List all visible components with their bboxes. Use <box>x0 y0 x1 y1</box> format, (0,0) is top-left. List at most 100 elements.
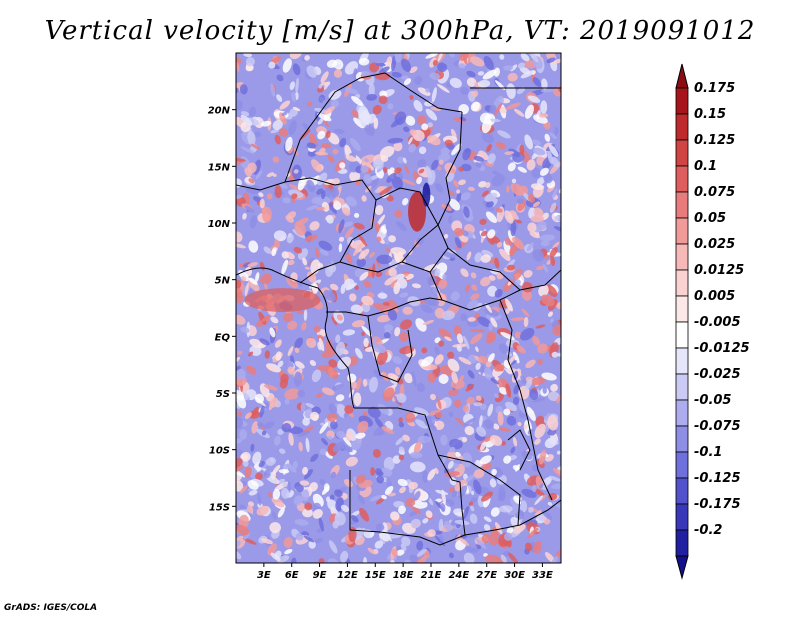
velocity-cell <box>297 389 306 398</box>
velocity-cell <box>495 207 503 213</box>
velocity-cell <box>327 154 335 163</box>
velocity-cell <box>237 411 243 417</box>
velocity-cell <box>418 168 425 174</box>
velocity-cell <box>413 440 422 456</box>
velocity-cell <box>356 257 367 268</box>
velocity-cell <box>547 415 559 431</box>
velocity-cell <box>434 307 445 319</box>
velocity-cell <box>542 386 547 394</box>
velocity-cell <box>255 170 263 180</box>
velocity-cell <box>254 393 264 404</box>
velocity-cell <box>321 438 329 446</box>
velocity-cell <box>539 449 547 465</box>
velocity-cell <box>491 468 497 476</box>
velocity-cell <box>456 333 464 344</box>
lon-tick-label: 21E <box>421 570 442 581</box>
colorbar-label: -0.125 <box>694 471 741 486</box>
velocity-cell <box>260 273 272 285</box>
velocity-cell <box>396 549 405 556</box>
velocity-cell <box>330 471 337 479</box>
velocity-cell <box>399 346 415 355</box>
velocity-cell <box>513 268 523 281</box>
velocity-cell <box>368 268 372 279</box>
velocity-cell <box>312 509 323 519</box>
velocity-cell <box>476 538 487 550</box>
velocity-cell <box>248 240 259 253</box>
page-title: Vertical velocity [m/s] at 300hPa, VT: 2… <box>44 16 756 46</box>
velocity-cell <box>506 83 516 99</box>
velocity-cell <box>277 360 284 368</box>
velocity-cell <box>330 99 340 108</box>
velocity-cell <box>471 90 479 97</box>
velocity-cell <box>547 501 553 506</box>
velocity-cell <box>504 532 513 541</box>
velocity-cell <box>361 71 371 77</box>
velocity-cell <box>350 304 364 314</box>
velocity-cell <box>345 431 354 441</box>
velocity-cell <box>320 71 329 83</box>
velocity-cell <box>363 337 369 348</box>
velocity-cell <box>307 149 317 157</box>
velocity-cell <box>457 455 464 461</box>
velocity-cell <box>493 393 500 399</box>
velocity-cell <box>394 209 403 218</box>
velocity-cell <box>550 257 556 266</box>
velocity-cell <box>454 519 470 526</box>
velocity-cell <box>319 248 329 256</box>
velocity-cell <box>371 343 387 354</box>
velocity-cell <box>405 497 416 507</box>
velocity-cell <box>289 184 301 191</box>
velocity-cell <box>483 56 494 70</box>
velocity-cell <box>430 393 436 401</box>
velocity-cell <box>507 72 518 82</box>
velocity-cell <box>478 355 488 364</box>
velocity-cell <box>393 252 400 264</box>
velocity-cell <box>390 511 400 521</box>
velocity-cell <box>257 492 262 506</box>
velocity-cell <box>486 144 492 153</box>
velocity-cell <box>240 276 247 282</box>
velocity-cell <box>511 178 517 184</box>
velocity-cell <box>372 449 381 458</box>
velocity-cell <box>266 172 275 178</box>
velocity-cell <box>400 319 412 330</box>
velocity-cell <box>444 139 453 147</box>
velocity-cell <box>409 66 418 74</box>
velocity-cell <box>244 282 249 297</box>
velocity-cell <box>415 419 428 429</box>
velocity-cell <box>462 230 469 237</box>
velocity-cell <box>327 132 340 145</box>
velocity-cell <box>239 84 248 95</box>
lon-tick-label: 18E <box>393 570 414 581</box>
velocity-cell <box>320 422 325 426</box>
velocity-cell <box>552 188 558 199</box>
velocity-cell <box>544 133 551 142</box>
velocity-cell <box>334 489 343 498</box>
velocity-cell <box>469 513 478 524</box>
velocity-cell <box>391 548 398 557</box>
velocity-cell <box>291 91 297 102</box>
velocity-cell <box>455 417 464 425</box>
velocity-cell <box>440 434 448 446</box>
velocity-cell <box>368 82 375 98</box>
velocity-cell <box>429 72 440 80</box>
velocity-cell <box>369 494 382 502</box>
velocity-cell <box>325 214 334 224</box>
colorbar-swatch <box>675 191 689 219</box>
velocity-cell <box>236 457 243 468</box>
colorbar-label: -0.05 <box>694 393 731 408</box>
velocity-cell <box>376 314 392 323</box>
velocity-cell <box>241 111 250 117</box>
velocity-cell <box>422 518 429 524</box>
velocity-cell <box>371 337 377 347</box>
velocity-cell <box>499 386 508 395</box>
velocity-cell <box>485 211 498 224</box>
velocity-cell <box>281 487 290 499</box>
velocity-cell <box>278 469 290 474</box>
velocity-cell <box>258 192 264 197</box>
velocity-cell <box>289 81 296 91</box>
velocity-cell <box>536 177 545 186</box>
velocity-cell <box>304 55 310 61</box>
velocity-cell <box>436 397 442 410</box>
